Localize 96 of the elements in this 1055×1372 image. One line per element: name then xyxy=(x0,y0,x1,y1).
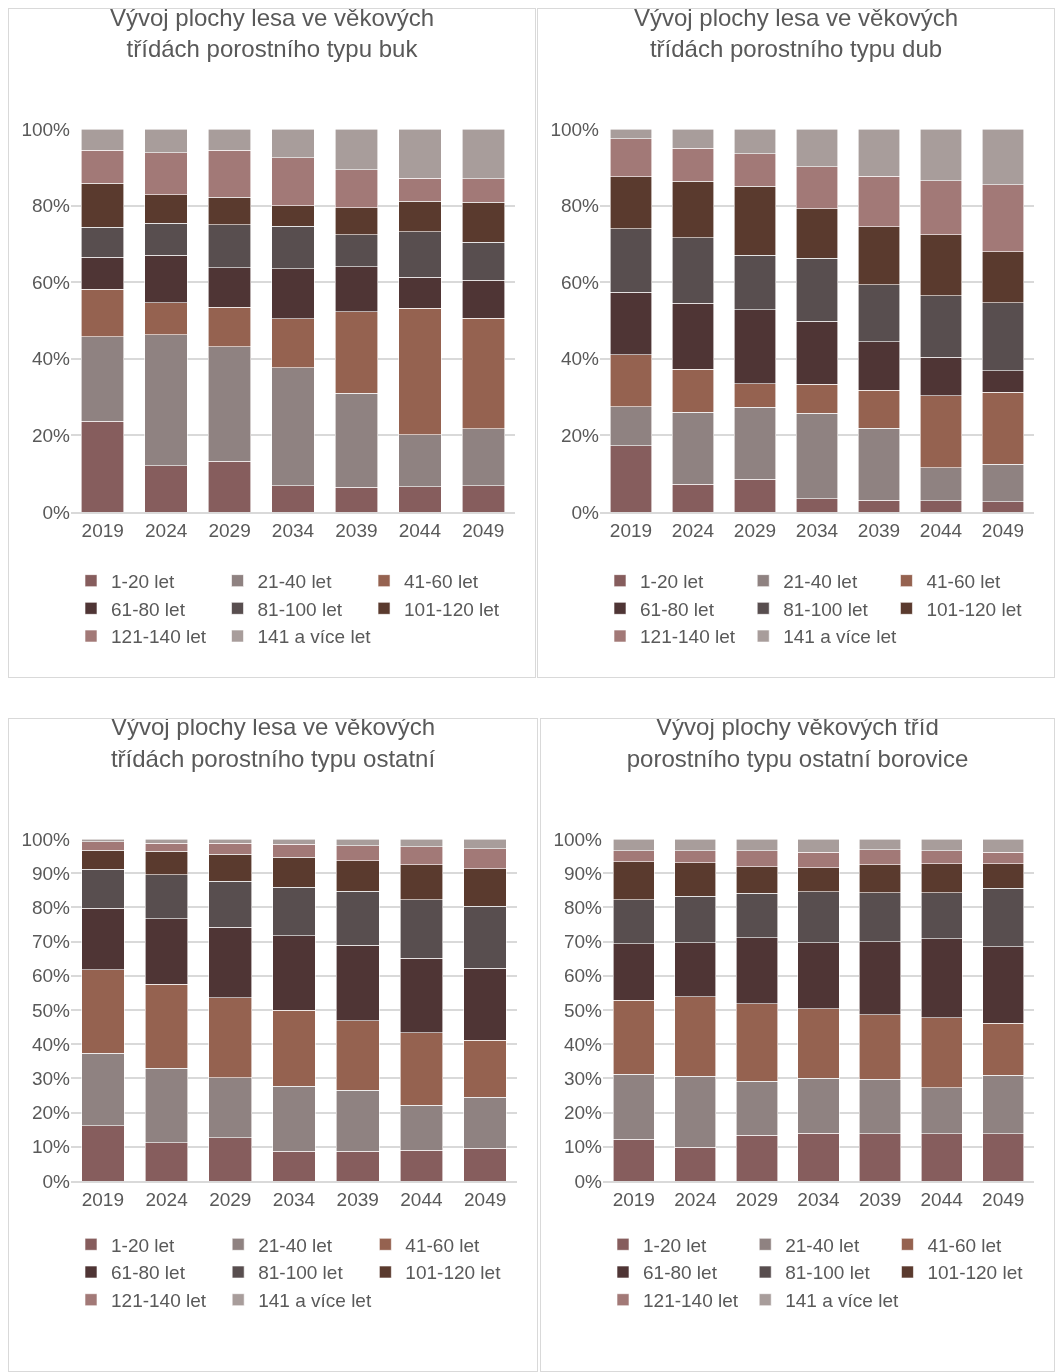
legend-label: 61-80 let xyxy=(111,1262,186,1284)
x-tick-label: 2049 xyxy=(981,519,1025,541)
x-tick-label: 2034 xyxy=(795,519,839,541)
legend-label: 1-20 let xyxy=(640,571,705,593)
legend-label: 101-120 let xyxy=(404,598,500,620)
x-tick-label: 2044 xyxy=(920,1188,964,1210)
x-tick-label: 2019 xyxy=(612,1188,655,1210)
legend-label: 121-140 let xyxy=(111,626,207,648)
y-tick-label: 30% xyxy=(31,1068,71,1090)
legend-label: 141 a více let xyxy=(257,626,372,648)
y-tick-label: 20% xyxy=(563,1102,603,1124)
y-tick-label: 90% xyxy=(563,862,603,884)
chart-title: Vývoj plochy lesa ve věkových třídách porostního typu dub xyxy=(633,3,959,62)
y-tick-label: 40% xyxy=(563,1033,603,1055)
y-tick-label: 20% xyxy=(560,425,600,447)
legend-label: 41-60 let xyxy=(404,571,479,593)
y-tick-label: 80% xyxy=(560,195,600,217)
y-tick-label: 60% xyxy=(563,965,603,987)
legend-label: 61-80 let xyxy=(640,598,715,620)
y-tick-label: 0% xyxy=(574,1170,603,1192)
y-tick-label: 80% xyxy=(31,897,71,919)
y-tick-label: 100% xyxy=(21,118,71,140)
x-tick-label: 2039 xyxy=(858,1188,902,1210)
y-tick-label: 70% xyxy=(563,931,603,953)
x-tick-label: 2049 xyxy=(982,1188,1025,1210)
y-tick-label: 90% xyxy=(31,862,71,884)
x-tick-label: 2024 xyxy=(674,1188,717,1210)
legend-label: 21-40 let xyxy=(785,1234,860,1256)
y-tick-label: 80% xyxy=(563,897,603,919)
legend-label: 41-60 let xyxy=(927,1234,1003,1256)
x-tick-label: 2029 xyxy=(735,1188,779,1210)
legend-label: 21-40 let xyxy=(783,571,858,593)
y-tick-label: 20% xyxy=(31,1102,71,1124)
y-tick-label: 60% xyxy=(31,271,71,293)
x-tick-label: 2039 xyxy=(335,519,378,541)
x-tick-label: 2024 xyxy=(145,1188,189,1210)
y-tick-label: 10% xyxy=(31,1136,71,1158)
legend-label: 121-140 let xyxy=(643,1290,739,1312)
y-tick-label: 60% xyxy=(31,965,71,987)
y-tick-label: 0% xyxy=(42,501,71,523)
x-tick-label: 2039 xyxy=(857,519,901,541)
legend-label: 41-60 let xyxy=(405,1234,481,1256)
y-tick-label: 100% xyxy=(550,118,600,140)
legend-label: 81-100 let xyxy=(257,598,343,620)
y-tick-label: 10% xyxy=(563,1136,603,1158)
legend-label: 1-20 let xyxy=(643,1234,708,1256)
legend-label: 141 a více let xyxy=(783,626,897,648)
y-tick-label: 50% xyxy=(563,999,603,1021)
x-tick-label: 2024 xyxy=(145,519,188,541)
y-tick-label: 60% xyxy=(560,271,600,293)
y-tick-label: 20% xyxy=(31,425,71,447)
legend-label: 81-100 let xyxy=(258,1262,344,1284)
x-tick-label: 2029 xyxy=(209,1188,252,1210)
x-tick-label: 2049 xyxy=(464,1188,507,1210)
y-tick-label: 40% xyxy=(560,348,600,370)
legend-label: 121-140 let xyxy=(111,1290,207,1312)
legend-label: 141 a více let xyxy=(785,1290,899,1312)
x-tick-label: 2034 xyxy=(797,1188,841,1210)
legend-label: 21-40 let xyxy=(257,571,333,593)
y-tick-label: 50% xyxy=(31,999,71,1021)
legend-label: 101-120 let xyxy=(926,598,1023,620)
legend-label: 61-80 let xyxy=(643,1262,718,1284)
y-tick-label: 0% xyxy=(42,1170,71,1192)
legend-label: 81-100 let xyxy=(785,1262,871,1284)
legend-label: 101-120 let xyxy=(405,1262,502,1284)
legend-label: 41-60 let xyxy=(926,571,1002,593)
y-tick-label: 40% xyxy=(31,1033,71,1055)
x-tick-label: 2029 xyxy=(208,519,251,541)
legend-label: 101-120 let xyxy=(927,1262,1024,1284)
y-tick-label: 30% xyxy=(563,1068,603,1090)
x-tick-label: 2044 xyxy=(400,1188,443,1210)
x-tick-label: 2044 xyxy=(398,519,442,541)
legend-label: 81-100 let xyxy=(783,598,869,620)
legend-label: 1-20 let xyxy=(111,571,176,593)
chart-title: Vývoj plochy lesa ve věkových třídách porostního typu buk xyxy=(109,3,435,62)
x-tick-label: 2049 xyxy=(462,519,505,541)
y-tick-label: 100% xyxy=(553,828,603,850)
y-tick-label: 70% xyxy=(31,931,71,953)
y-tick-label: 0% xyxy=(571,501,600,523)
x-tick-label: 2024 xyxy=(671,519,715,541)
x-tick-label: 2034 xyxy=(272,1188,316,1210)
y-tick-label: 100% xyxy=(21,828,71,850)
legend-label: 21-40 let xyxy=(258,1234,333,1256)
x-tick-label: 2039 xyxy=(336,1188,379,1210)
y-tick-label: 40% xyxy=(31,348,71,370)
legend-label: 141 a více let xyxy=(258,1290,372,1312)
x-tick-label: 2034 xyxy=(271,519,315,541)
legend-label: 61-80 let xyxy=(111,598,186,620)
legend-label: 1-20 let xyxy=(111,1234,176,1256)
legend-label: 121-140 let xyxy=(640,626,736,648)
x-tick-label: 2019 xyxy=(81,1188,124,1210)
y-tick-label: 80% xyxy=(31,195,71,217)
x-tick-label: 2044 xyxy=(919,519,963,541)
x-tick-label: 2019 xyxy=(81,519,124,541)
x-tick-label: 2029 xyxy=(733,519,777,541)
x-tick-label: 2019 xyxy=(609,519,653,541)
